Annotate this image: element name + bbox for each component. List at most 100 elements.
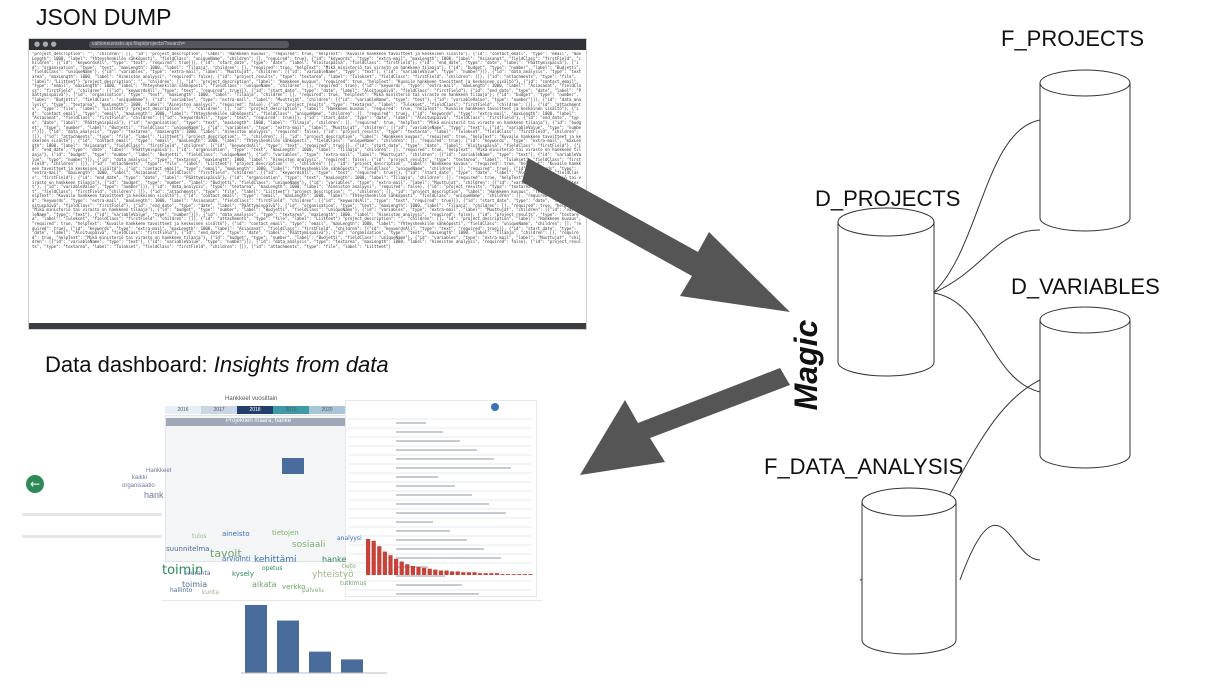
histogram-bar [483, 573, 488, 575]
word-cloud-word: tieto [342, 563, 356, 570]
detail-table-panel [345, 400, 537, 597]
year-tab[interactable]: 2020 [309, 406, 345, 414]
histogram-bar [461, 572, 466, 575]
histogram-bar [511, 574, 516, 575]
table-cell-text [396, 440, 460, 442]
word-cloud-word: palvelu [302, 587, 324, 594]
histogram-bar [500, 574, 505, 575]
word-cloud: toimin tavoit kehittämi sosiaali toimia yhtei… [162, 525, 367, 597]
window-controls-icon: ● ● ● [34, 40, 57, 48]
histogram-bar [528, 574, 533, 575]
histogram-bar [466, 572, 471, 575]
table-cell-text [396, 584, 462, 586]
word-cloud-word: toimin [162, 563, 204, 578]
globe-icon [491, 403, 499, 411]
red-histogram [366, 539, 533, 575]
word-cloud-word: hallinto [170, 587, 193, 594]
blue-bar-chart [241, 605, 387, 674]
project-count-panel: Projektien määrä, hanke [165, 415, 347, 562]
histogram-bar [377, 546, 382, 575]
dashboard-title-prefix: Data dashboard: [45, 352, 214, 377]
year-tab[interactable]: 2016 [165, 406, 201, 414]
table-cell-text [396, 575, 445, 577]
table-cell-text [396, 539, 467, 541]
word-cloud-word: hanke [322, 555, 347, 564]
bar-chart-bar [341, 659, 363, 673]
histogram-bar [405, 564, 410, 575]
table-cell-text [396, 530, 450, 532]
table-cell-text [396, 512, 506, 514]
project-count-panel-bar [166, 418, 346, 426]
address-bar: valtioneuvosto.api.fi/api/projects/?sear… [89, 41, 289, 48]
histogram-bar [489, 573, 494, 575]
histogram-bar [472, 572, 477, 575]
histogram-bar [494, 573, 499, 575]
year-tab[interactable]: 2018 [237, 406, 273, 414]
magic-label: Magic [788, 319, 824, 411]
word-cloud-word: sosiaali [292, 540, 326, 550]
json-dump-screenshot: ● ● ● valtioneuvosto.api.fi/api/projects… [28, 38, 587, 330]
divider [22, 513, 162, 516]
histogram-bar [366, 539, 371, 575]
bar-chart-bar [245, 605, 267, 673]
word-cloud-word: arviointi [222, 555, 251, 563]
histogram-bar [422, 567, 427, 575]
label-f-data-analysis: F_DATA_ANALYSIS [764, 454, 964, 479]
histogram-bar [444, 570, 449, 575]
histogram-bar [433, 569, 438, 575]
table-cell-text [396, 548, 484, 550]
label-f-projects: F_PROJECTS [1001, 26, 1145, 51]
cylinder-d-variables [1039, 306, 1131, 469]
table-cell-text [396, 593, 479, 595]
cylinder-f-projects [1039, 69, 1131, 232]
side-line-1: kaikki [132, 475, 148, 481]
histogram-bar [450, 571, 455, 575]
browser-toolbar: ● ● ● valtioneuvosto.api.fi/api/projects… [29, 39, 586, 50]
browser-status-bar [29, 323, 586, 329]
word-cloud-word: seuranta [184, 570, 211, 577]
label-d-variables: D_VARIABLES [1011, 274, 1160, 299]
table-cell-text [396, 476, 438, 478]
detail-table-lines [348, 418, 532, 595]
line-dprojects-dvariables [932, 292, 1041, 393]
histogram-bar [478, 573, 483, 575]
bar-chart-bar [309, 651, 331, 673]
json-dump-text-continuation: "project_description": "", "children": [… [32, 78, 582, 249]
histogram-bar [416, 566, 421, 575]
dashboard-screenshot: Hankkeet vuosittain 2016 2017 2018 2019 2020… [22, 395, 542, 684]
word-cloud-word: kehittämi [254, 555, 297, 565]
word-cloud-word: opetus [262, 565, 283, 572]
table-cell-text [396, 521, 433, 523]
year-tabs[interactable]: 2016 2017 2018 2019 2020 [165, 406, 345, 414]
table-cell-text [396, 449, 477, 451]
year-tab[interactable]: 2017 [201, 406, 237, 414]
histogram-bar [438, 570, 443, 575]
word-cloud-word: tavoit [210, 547, 242, 560]
json-dump-text: "project_description": "", "children": [… [32, 52, 582, 249]
word-cloud-word: kysely [232, 570, 254, 578]
word-cloud-word: aikata [252, 580, 277, 589]
histogram-bar [506, 574, 511, 575]
side-line-3: hank [144, 490, 164, 500]
bar-chart-bar [277, 620, 299, 673]
histogram-bar [517, 574, 522, 575]
back-arrow-icon[interactable]: ← [26, 475, 44, 493]
histogram-bar [410, 566, 415, 575]
table-cell-text [396, 431, 443, 433]
histogram-bar [399, 561, 404, 575]
divider [22, 535, 162, 538]
histogram-bar [382, 551, 387, 575]
table-cell-text [396, 503, 489, 505]
word-cloud-word: suunnitelma [166, 545, 210, 553]
word-cloud-word: tutkimus [340, 580, 367, 587]
json-dump-title: JSON DUMP [36, 4, 172, 30]
side-heading: Hankkeet [146, 468, 172, 474]
word-cloud-word: kunta [202, 589, 219, 596]
dashboard-header: Hankkeet vuosittain [165, 395, 345, 405]
project-count-panel-title: Projektien määrä, hanke [226, 418, 292, 424]
word-cloud-word: tulos [192, 533, 207, 540]
dashboard-title: Data dashboard: Insights from data [45, 352, 389, 378]
year-tab[interactable]: 2019 [273, 406, 309, 414]
histogram-bar [455, 571, 460, 575]
table-cell-text [396, 467, 511, 469]
